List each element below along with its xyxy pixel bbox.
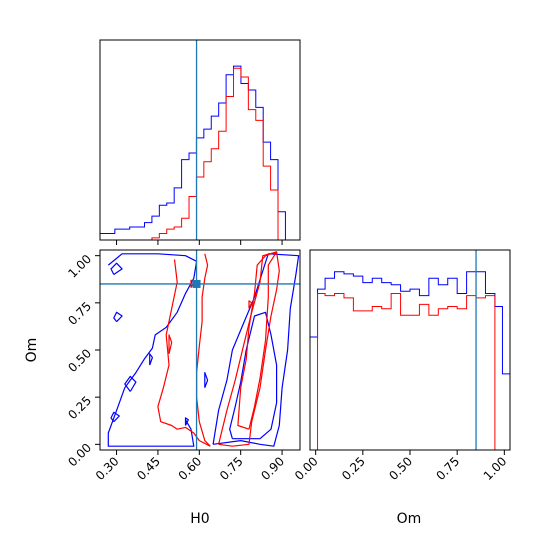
h0-histogram-frame [99,39,301,241]
contour-red [157,259,211,447]
om-y-tick-label: 1.00 [65,252,94,281]
contour-red [237,251,278,430]
h0-histogram-blue [99,65,301,241]
contour-blue [107,253,198,447]
h0-x-tick-label: 0.75 [217,454,246,483]
om-histogram-panel: 0.00 0.25 0.50 0.75 1.00 [292,249,511,483]
contour-blue [184,417,189,426]
joint-panel-frame [99,249,301,451]
contour-group [107,251,300,447]
om-y-tick-label: 0.50 [65,346,94,375]
contour-red [168,334,173,354]
contour-blue [110,262,123,275]
contour-blue [149,353,153,366]
om-x-tick-label: 0.75 [433,454,462,483]
contour-blue [204,372,209,388]
h0-histogram-panel [99,39,301,245]
x-axis-label-h0: H0 [190,511,209,527]
om-histogram-frame [309,249,511,451]
om-histogram-red [310,292,510,451]
truth-marker [192,279,201,288]
om-x-tick-label: 0.00 [292,454,321,483]
om-y-tick-label: 0.25 [65,393,94,422]
contour-blue [113,311,123,323]
om-y-tick-label: 0.00 [65,441,94,470]
om-x-tick-label: 1.00 [481,454,510,483]
y-axis-label-om: Om [24,338,40,363]
contour-blue [110,411,120,423]
h0-x-tick-label: 0.90 [258,454,287,483]
contour-blue [229,311,278,440]
h0-histogram-red [100,67,301,241]
h0-x-tick-label: 0.60 [176,454,205,483]
om-x-tick-label: 0.50 [386,454,415,483]
x-axis-label-om: Om [397,511,422,527]
h0-om-contour-panel: 0.30 0.45 0.60 0.75 0.90 0.00 0.25 0.50 0.75 1.00 [65,249,301,483]
contour-blue [124,375,137,392]
h0-x-tick-label: 0.45 [134,454,163,483]
om-histogram-blue [309,271,511,450]
om-x-tick-label: 0.25 [339,454,368,483]
om-y-tick-label: 0.75 [65,299,94,328]
contour-red [196,253,211,447]
contour-red [248,300,253,309]
contour-blue [212,253,300,447]
contour-red [218,251,280,447]
h0-x-tick-label: 0.30 [93,454,122,483]
